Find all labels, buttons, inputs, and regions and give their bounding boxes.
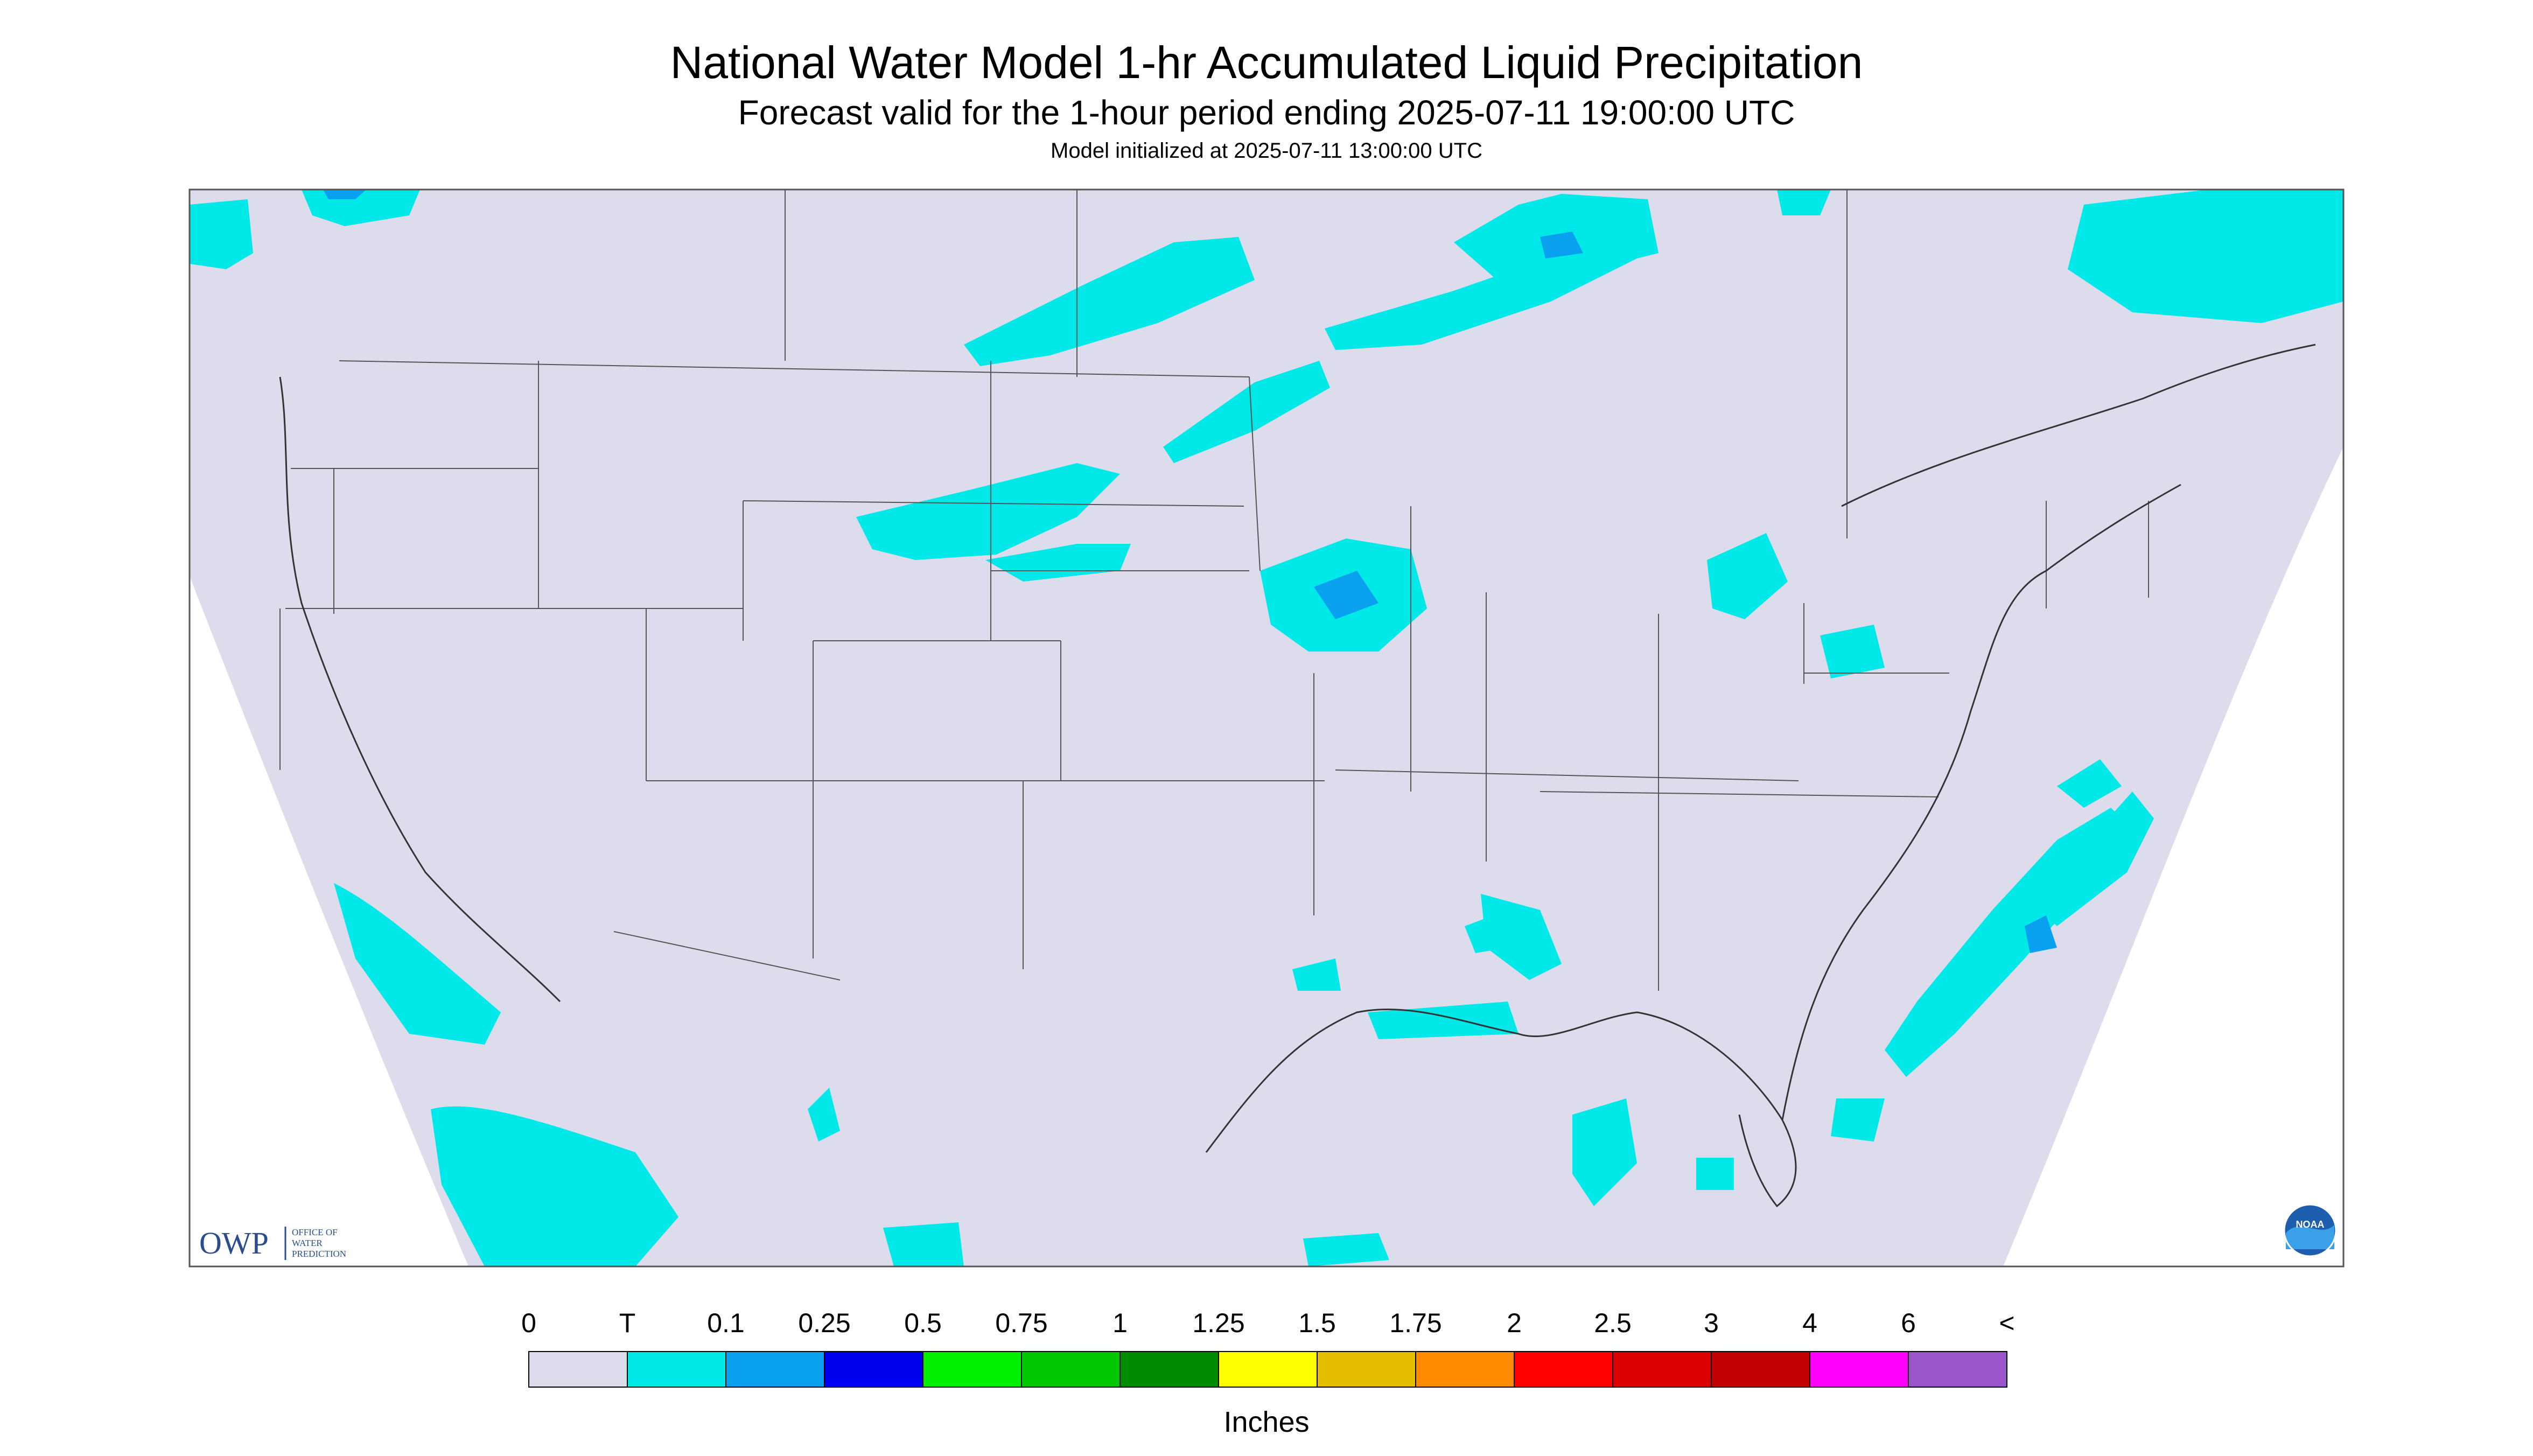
color-swatch xyxy=(824,1351,923,1388)
color-swatch xyxy=(1711,1351,1810,1388)
color-scale-label: < xyxy=(1999,1308,2015,1338)
svg-text:OFFICE OF: OFFICE OF xyxy=(292,1227,338,1237)
svg-text:OWP: OWP xyxy=(199,1226,269,1261)
model-init-line: Model initialized at 2025-07-11 13:00:00… xyxy=(1051,139,1482,163)
svg-text:WATER: WATER xyxy=(292,1238,323,1248)
svg-text:PREDICTION: PREDICTION xyxy=(292,1249,346,1259)
outside-domain-left xyxy=(190,576,468,1266)
precipitation-trace-areas xyxy=(190,190,2343,1266)
precipitation-light-areas xyxy=(323,190,2057,953)
outside-domain-right xyxy=(2003,447,2343,1266)
color-scale-label: 3 xyxy=(1704,1308,1719,1338)
map-background xyxy=(190,190,2343,1266)
state-boundaries xyxy=(279,190,2149,991)
color-scale-label: 1.25 xyxy=(1192,1308,1245,1338)
color-scale-label: 0.25 xyxy=(798,1308,851,1338)
color-swatch xyxy=(922,1351,1022,1388)
color-swatch xyxy=(1021,1351,1121,1388)
owp-logo: OWP OFFICE OF WATER PREDICTION xyxy=(199,1226,346,1261)
color-scale-label: 0 xyxy=(521,1308,536,1338)
color-swatch xyxy=(1119,1351,1219,1388)
color-scale-label: 1.5 xyxy=(1298,1308,1336,1338)
color-scale-label: 1.75 xyxy=(1389,1308,1442,1338)
color-scale-label: 1 xyxy=(1112,1308,1128,1338)
color-scale-label: 0.5 xyxy=(904,1308,942,1338)
color-swatch xyxy=(1612,1351,1712,1388)
color-swatch xyxy=(1218,1351,1318,1388)
color-scale-label: 4 xyxy=(1802,1308,1817,1338)
map-title: National Water Model 1-hr Accumulated Li… xyxy=(670,37,1863,88)
map-frame xyxy=(188,188,2345,1268)
color-swatch xyxy=(1415,1351,1515,1388)
coastlines xyxy=(279,344,2316,1208)
color-scale-label: 2 xyxy=(1507,1308,1522,1338)
color-swatch xyxy=(528,1351,628,1388)
color-scale-label: 0.75 xyxy=(995,1308,1048,1338)
color-scale-label: 6 xyxy=(1901,1308,1916,1338)
color-swatch xyxy=(1908,1351,2007,1388)
color-swatch xyxy=(1514,1351,1613,1388)
color-swatch xyxy=(627,1351,726,1388)
color-swatch xyxy=(725,1351,825,1388)
color-scale-label: 2.5 xyxy=(1594,1308,1632,1338)
map-subtitle: Forecast valid for the 1-hour period end… xyxy=(738,93,1795,132)
color-scale-label: T xyxy=(619,1308,636,1338)
color-scale-bar xyxy=(528,1351,2007,1388)
color-scale-units: Inches xyxy=(1223,1406,1310,1438)
color-swatch xyxy=(1317,1351,1416,1388)
svg-text:NOAA: NOAA xyxy=(2296,1219,2325,1230)
color-scale-label: 0.1 xyxy=(707,1308,745,1338)
noaa-logo: NOAA xyxy=(2283,1203,2337,1257)
color-swatch xyxy=(1809,1351,1909,1388)
